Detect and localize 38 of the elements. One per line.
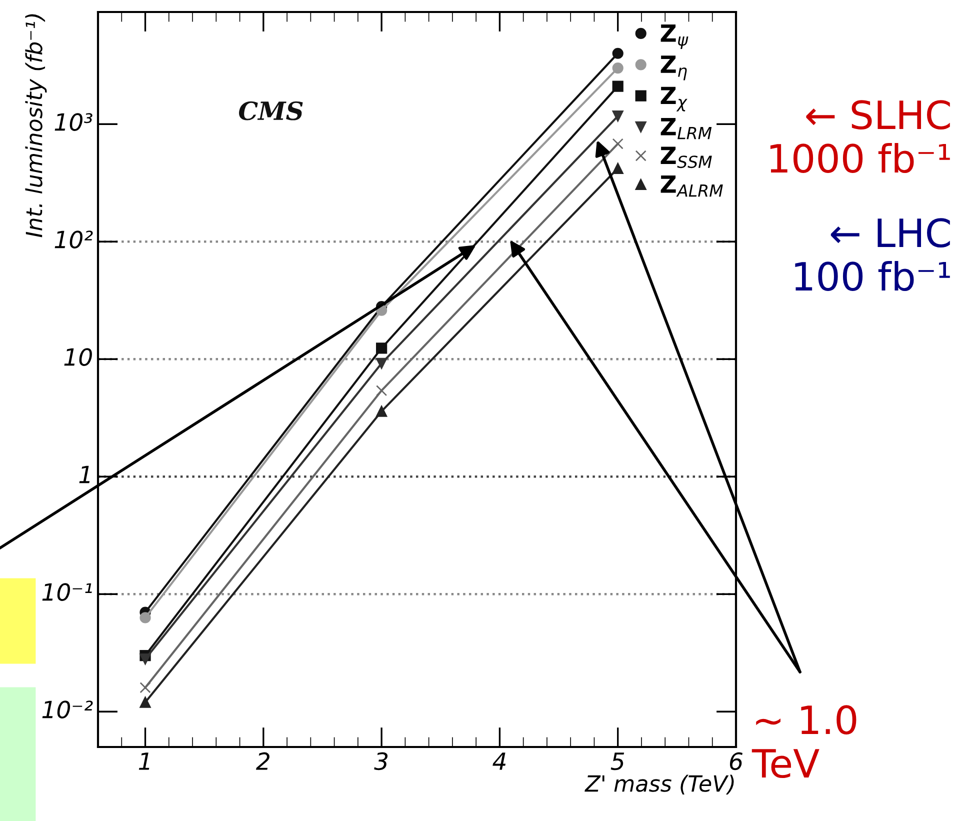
y-tick-label: 10² [54,230,93,248]
x-tick-label: 5 [610,752,624,770]
text: ← LHC 100 fb⁻¹ [795,218,950,292]
y-tick-label: 10⁻² [42,700,93,718]
point [612,48,624,59]
point [140,612,151,624]
point [612,80,624,92]
point [612,138,624,150]
annotation: CMS [239,101,303,120]
text: ~ 1.0 TeV [752,705,856,778]
point [612,62,624,74]
legend-label: Z$_{η}$ [660,56,687,80]
point [140,682,151,694]
point [376,358,388,369]
y-axis-title: Int. luminosity (fb⁻¹) [25,14,47,238]
y-tick-label: 10⁻¹ [42,583,92,601]
y-tick-label: 10³ [54,113,92,131]
point [140,654,151,665]
point [612,162,624,174]
legend-label: Z$_{LRM}$ [660,118,712,140]
point [376,406,388,417]
x-tick-label: 2 [256,752,270,770]
legend-label: Z$_{SSM}$ [660,146,712,168]
text: ← SLHC 1000 fb⁻¹ [770,100,950,174]
y-tick-label: 10 [64,348,92,366]
point [376,385,388,396]
x-tick-label: 6 [730,752,742,770]
point [140,696,151,708]
x-tick-label: 3 [374,752,388,770]
legend-label: Z$_{ALRM}$ [660,176,723,197]
x-axis-title: Z' mass (TeV) [584,774,734,795]
point [376,342,388,354]
legend-label: Z$_{χ}$ [660,86,688,112]
x-tick-label: 4 [492,752,506,770]
y-tick-label: 1 [79,466,90,484]
point [612,110,624,122]
legend-label: Z$_{ψ}$ [660,24,688,50]
x-tick-label: 1 [138,752,150,770]
